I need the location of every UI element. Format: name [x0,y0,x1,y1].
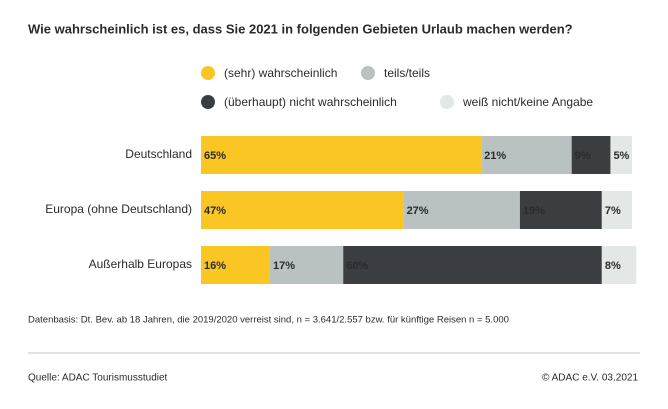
value-label: 17% [273,260,295,272]
note: Datenbasis: Dt. Bev. ab 18 Jahren, die 2… [28,315,509,326]
value-label: 7% [605,205,621,217]
copyright: © ADAC e.V. 03.2021 [542,373,638,384]
category-label: Europa (ohne Deutschland) [45,202,192,216]
legend-label: (überhaupt) nicht wahrscheinlich [224,95,397,109]
category-label: Außerhalb Europas [89,257,192,271]
bar-segment [481,136,572,174]
value-label: 65% [204,150,226,162]
value-label: 27% [407,205,429,217]
chart-title: Wie wahrscheinlich ist es, dass Sie 2021… [28,21,573,36]
value-label: 9% [575,150,591,162]
bar-segment [601,246,637,284]
value-label: 47% [204,205,226,217]
bar-segment [343,246,602,284]
bar-segment [601,191,632,229]
value-label: 60% [346,260,368,272]
bar-segment [571,136,611,174]
legend-swatch [201,66,215,80]
legend-label: teils/teils [384,66,430,80]
bar-segment [201,136,482,174]
bar-segment [201,191,404,229]
legend-label: (sehr) wahrscheinlich [224,66,337,80]
bar-segment [610,136,632,174]
legend-swatch [201,95,215,109]
value-label: 21% [484,150,506,162]
value-label: 8% [605,260,621,272]
category-label: Deutschland [125,147,192,161]
legend-swatch [361,66,375,80]
legend-swatch [440,95,454,109]
bar-segment [403,191,520,229]
source: Quelle: ADAC Tourismusstudiet [28,373,168,384]
value-label: 5% [613,150,629,162]
bar-segment [269,246,344,284]
value-label: 19% [523,205,545,217]
bar-segment [519,191,602,229]
legend-label: weiß nicht/keine Angabe [462,95,593,109]
value-label: 16% [204,260,226,272]
bar-segment [201,246,270,284]
